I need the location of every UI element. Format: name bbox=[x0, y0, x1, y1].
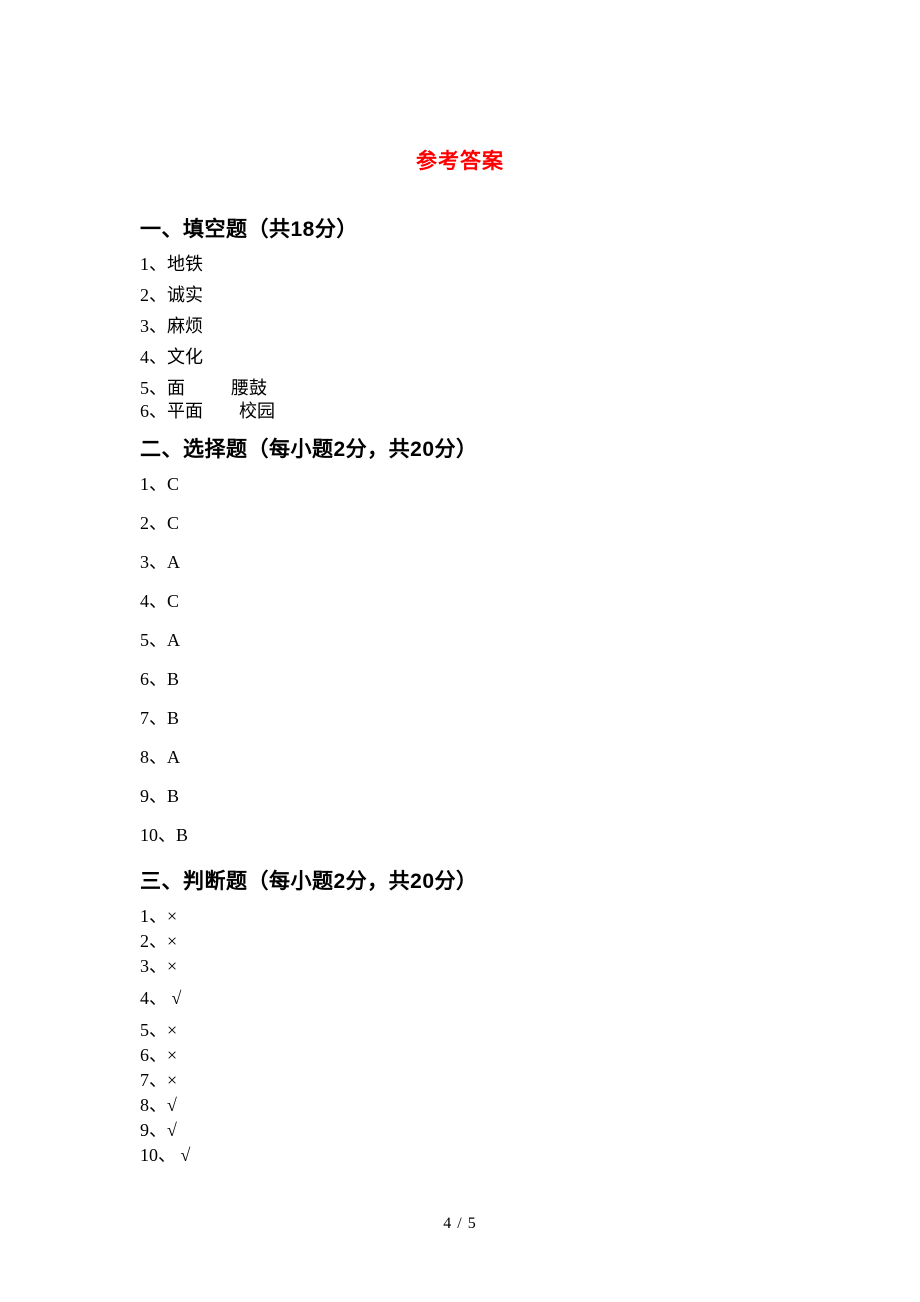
item-number: 4 bbox=[140, 591, 149, 611]
item-answer: A bbox=[167, 747, 180, 767]
item-number: 2 bbox=[140, 513, 149, 533]
item-answer: B bbox=[167, 786, 179, 806]
item-answer: 诚实 bbox=[167, 285, 203, 305]
s3-item-7: 7、× bbox=[140, 1071, 780, 1089]
s3-item-6: 6、× bbox=[140, 1046, 780, 1064]
s2-item-10: 10、B bbox=[140, 826, 780, 844]
s3-item-3: 3、× bbox=[140, 957, 780, 975]
s1-item-1: 1、地铁 bbox=[140, 255, 780, 273]
item-number: 3 bbox=[140, 552, 149, 572]
item-number: 7 bbox=[140, 708, 149, 728]
item-number: 2 bbox=[140, 285, 149, 305]
section-fill-blank: 一、填空题（共18分） 1、地铁 2、诚实 3、麻烦 4、文化 5、面腰鼓 6、… bbox=[140, 213, 780, 420]
s2-item-8: 8、A bbox=[140, 748, 780, 766]
item-number: 5 bbox=[140, 630, 149, 650]
item-answer: √ bbox=[167, 1120, 177, 1140]
s2-item-9: 9、B bbox=[140, 787, 780, 805]
s1-item-5: 5、面腰鼓 bbox=[140, 379, 780, 397]
item-number: 10 bbox=[140, 1145, 158, 1165]
item-answer: × bbox=[167, 1045, 177, 1065]
s3-item-5: 5、× bbox=[140, 1021, 780, 1039]
s2-item-4: 4、C bbox=[140, 592, 780, 610]
item-number: 10 bbox=[140, 825, 158, 845]
s1-item-2: 2、诚实 bbox=[140, 286, 780, 304]
s3-item-8: 8、√ bbox=[140, 1096, 780, 1114]
item-number: 5 bbox=[140, 1020, 149, 1040]
item-number: 1 bbox=[140, 474, 149, 494]
item-answer: C bbox=[167, 474, 179, 494]
item-number: 4 bbox=[140, 347, 149, 367]
item-number: 9 bbox=[140, 1120, 149, 1140]
answer-key-page: 参考答案 一、填空题（共18分） 1、地铁 2、诚实 3、麻烦 4、文化 5、面… bbox=[140, 145, 780, 1171]
item-number: 7 bbox=[140, 1070, 149, 1090]
item-answer: √ bbox=[167, 1095, 177, 1115]
section3-heading: 三、判断题（每小题2分，共20分） bbox=[140, 865, 780, 895]
item-number: 6 bbox=[140, 1045, 149, 1065]
item-answer: B bbox=[176, 825, 188, 845]
page-title: 参考答案 bbox=[140, 145, 780, 175]
item-answer-a: 平面 bbox=[167, 401, 203, 421]
s3-item-10: 10、 √ bbox=[140, 1146, 780, 1164]
item-number: 1 bbox=[140, 254, 149, 274]
s2-item-1: 1、C bbox=[140, 475, 780, 493]
item-answer: B bbox=[167, 708, 179, 728]
item-answer: × bbox=[167, 1020, 177, 1040]
item-number: 6 bbox=[140, 669, 149, 689]
item-answer: × bbox=[167, 931, 177, 951]
item-number: 8 bbox=[140, 1095, 149, 1115]
s3-item-4: 4、 √ bbox=[140, 989, 780, 1007]
section2-heading: 二、选择题（每小题2分，共20分） bbox=[140, 433, 780, 463]
item-answer: C bbox=[167, 513, 179, 533]
item-number: 8 bbox=[140, 747, 149, 767]
item-answer: √ bbox=[172, 988, 182, 1008]
item-answer: 麻烦 bbox=[167, 316, 203, 336]
item-answer-a: 面 bbox=[167, 378, 185, 398]
item-number: 2 bbox=[140, 931, 149, 951]
s2-item-3: 3、A bbox=[140, 553, 780, 571]
section1-heading: 一、填空题（共18分） bbox=[140, 213, 780, 243]
item-answer: A bbox=[167, 552, 180, 572]
s2-item-2: 2、C bbox=[140, 514, 780, 532]
item-answer: 地铁 bbox=[167, 254, 203, 274]
item-number: 5 bbox=[140, 378, 149, 398]
s3-item-2: 2、× bbox=[140, 932, 780, 950]
s2-item-7: 7、B bbox=[140, 709, 780, 727]
item-answer: × bbox=[167, 906, 177, 926]
item-number: 6 bbox=[140, 401, 149, 421]
s2-item-6: 6、B bbox=[140, 670, 780, 688]
item-number: 9 bbox=[140, 786, 149, 806]
item-answer: × bbox=[167, 956, 177, 976]
section-true-false: 三、判断题（每小题2分，共20分） 1、× 2、× 3、× 4、 √ 5、× 6… bbox=[140, 865, 780, 1164]
item-answer: × bbox=[167, 1070, 177, 1090]
s1-item-3: 3、麻烦 bbox=[140, 317, 780, 335]
item-answer: 文化 bbox=[167, 347, 203, 367]
page-number: 4 / 5 bbox=[0, 1215, 920, 1233]
item-number: 1 bbox=[140, 906, 149, 926]
item-number: 3 bbox=[140, 316, 149, 336]
s2-item-5: 5、A bbox=[140, 631, 780, 649]
item-answer: C bbox=[167, 591, 179, 611]
item-answer-b: 校园 bbox=[239, 401, 275, 421]
item-number: 4 bbox=[140, 988, 149, 1008]
item-answer: A bbox=[167, 630, 180, 650]
item-answer: B bbox=[167, 669, 179, 689]
item-number: 3 bbox=[140, 956, 149, 976]
s1-item-6: 6、平面校园 bbox=[140, 402, 780, 420]
s3-item-1: 1、× bbox=[140, 907, 780, 925]
s3-item-9: 9、√ bbox=[140, 1121, 780, 1139]
item-answer: √ bbox=[181, 1145, 191, 1165]
item-answer-b: 腰鼓 bbox=[231, 378, 267, 398]
section-multiple-choice: 二、选择题（每小题2分，共20分） 1、C 2、C 3、A 4、C 5、A 6、… bbox=[140, 433, 780, 844]
s1-item-4: 4、文化 bbox=[140, 348, 780, 366]
